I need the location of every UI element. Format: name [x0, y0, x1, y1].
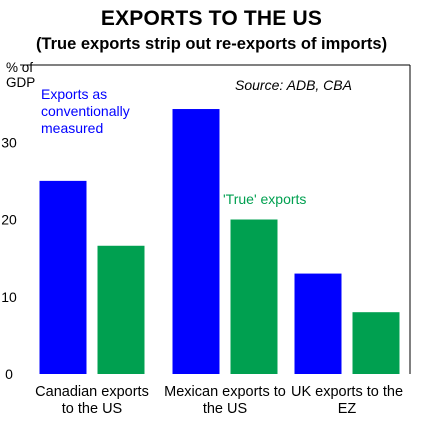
x-tick-label-0-line-2: to the US [62, 401, 122, 417]
annotation-blue-line-1: Exports as [41, 86, 108, 102]
y-tick-label-0: 0 [5, 366, 13, 382]
y-axis-unit-line-2: GDP [6, 75, 36, 90]
bar-conventional-1 [172, 109, 220, 374]
bar-true-2 [352, 312, 400, 374]
x-tick-label-2-line-1: UK exports to the [291, 384, 403, 400]
chart-title: EXPORTS TO THE US [100, 7, 323, 30]
bars-group [39, 109, 400, 374]
y-ticks-group: 0 10 20 30 [1, 134, 17, 382]
annotation-blue-line-3: measured [41, 120, 104, 136]
annotation-true-exports: 'True' exports [223, 191, 307, 207]
y-tick-label-3: 30 [1, 134, 17, 150]
y-axis-unit-label: % of GDP [6, 60, 35, 90]
x-tick-label-1-line-2: the US [203, 401, 247, 417]
annotation-conventional-exports: Exports as conventionally measured [41, 86, 161, 137]
source-note: Source: ADB, CBA [235, 77, 352, 93]
bar-true-1 [230, 219, 278, 374]
bar-conventional-2 [294, 273, 342, 374]
bar-true-0 [97, 245, 145, 374]
y-tick-label-2: 20 [1, 212, 17, 228]
bar-conventional-0 [39, 180, 87, 374]
y-tick-label-1: 10 [1, 289, 17, 305]
x-tick-label-1-line-1: Mexican exports to [164, 384, 286, 400]
annotation-blue-line-2: conventionally [41, 103, 130, 119]
chart-subtitle: (True exports strip out re-exports of im… [35, 35, 388, 53]
x-tick-label-2-line-2: EZ [338, 401, 357, 417]
y-axis-unit-line-1: % of [6, 60, 34, 75]
x-tick-label-0-line-1: Canadian exports [35, 384, 149, 400]
